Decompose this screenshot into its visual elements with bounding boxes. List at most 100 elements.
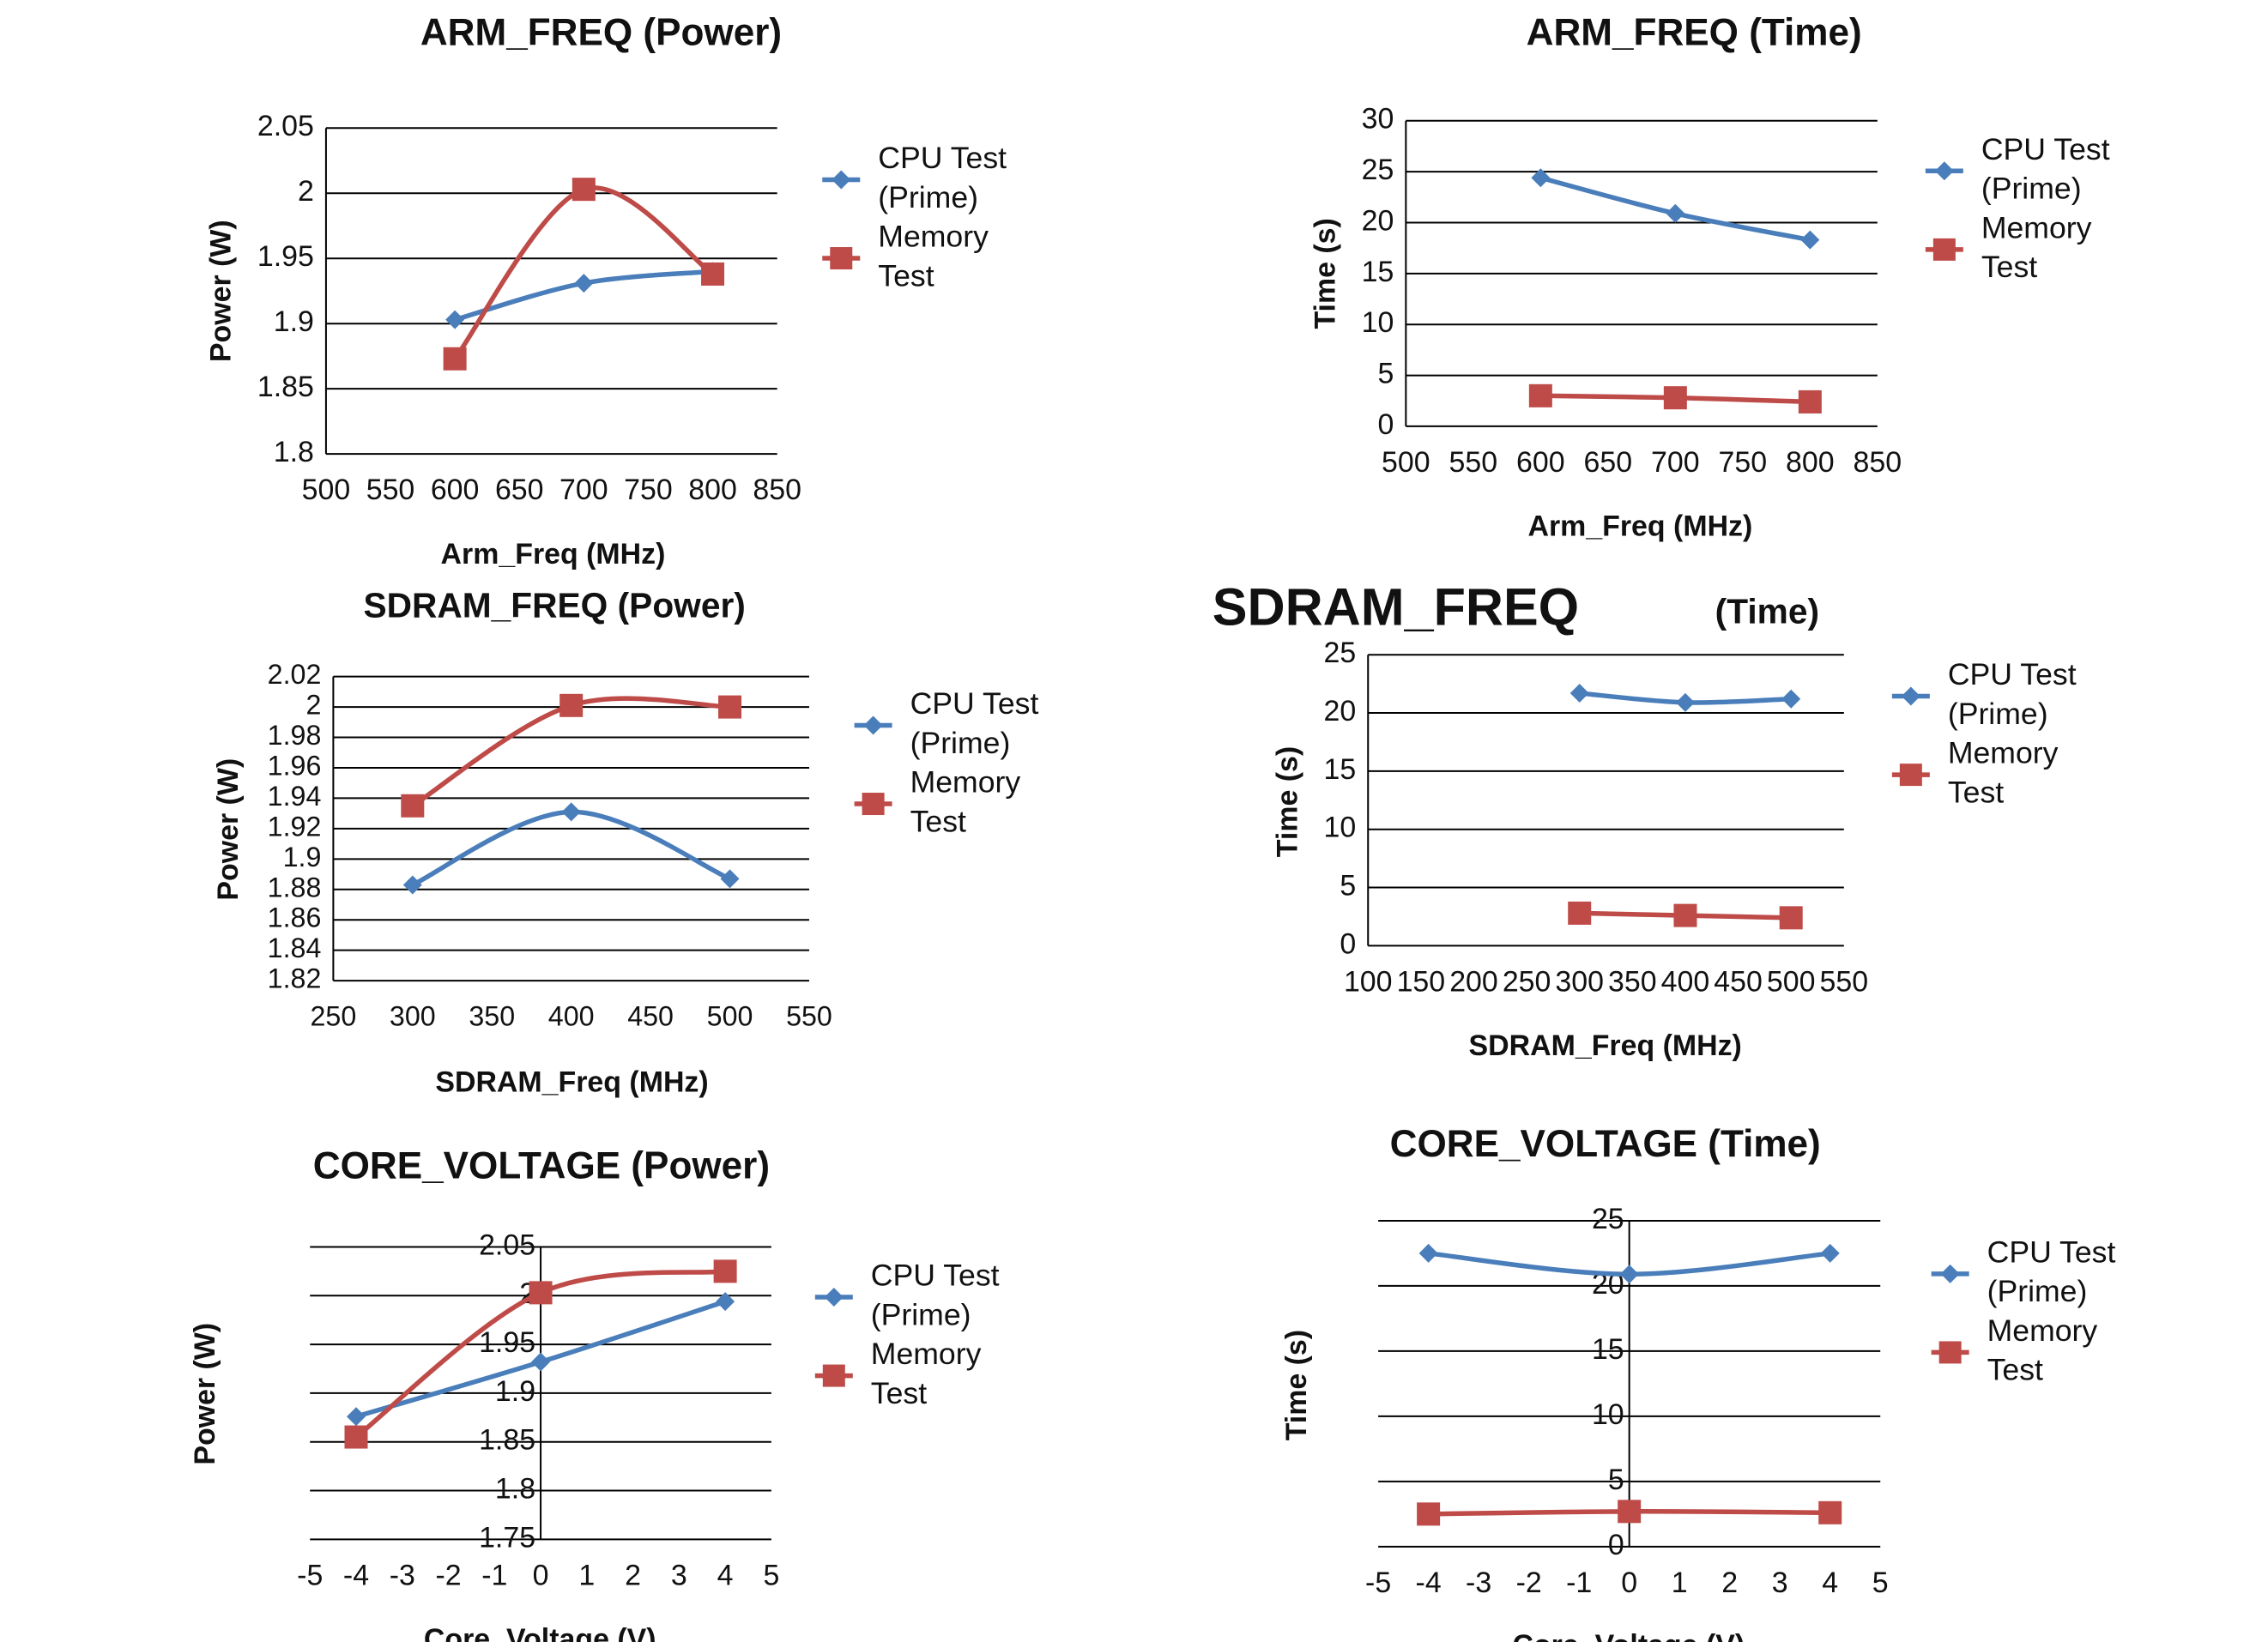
x-tick-label: -5 bbox=[1365, 1567, 1391, 1599]
y-tick-label: 2 bbox=[305, 690, 321, 721]
x-tick-label: 5 bbox=[763, 1559, 779, 1591]
x-tick-label: 400 bbox=[1661, 965, 1710, 998]
x-tick-label: 150 bbox=[1397, 965, 1446, 998]
chart-core_power: CORE_VOLTAGE (Power) 1.75 1.8 1.85 1.9 1.95 2 2… bbox=[189, 1145, 1000, 1642]
x-tick-label: 700 bbox=[1651, 446, 1700, 479]
y-tick-label: 1.8 bbox=[495, 1473, 535, 1506]
legend-cpu-marker bbox=[1901, 686, 1920, 706]
legend-label: Test bbox=[878, 258, 934, 293]
cpu-data-point bbox=[1531, 168, 1551, 188]
y-tick-label: 1.9 bbox=[495, 1375, 535, 1408]
y-tick-label: 1.98 bbox=[268, 720, 322, 751]
legend: CPU Test (Prime) Memory Test bbox=[1891, 657, 2077, 809]
cpu-data-point bbox=[347, 1407, 366, 1427]
x-tick-label: 1 bbox=[578, 1559, 595, 1591]
x-tick-label: 0 bbox=[1621, 1567, 1637, 1599]
legend-label: Memory bbox=[1948, 736, 2059, 770]
x-tick-label: 2 bbox=[625, 1559, 641, 1591]
x-tick-label: 550 bbox=[1449, 446, 1498, 479]
cpu-data-point bbox=[1800, 230, 1820, 250]
legend-label: (Prime) bbox=[1987, 1274, 2088, 1308]
memory-data-point bbox=[344, 1425, 368, 1449]
x-tick-label: -2 bbox=[435, 1559, 461, 1591]
y-tick-label: 5 bbox=[1340, 870, 1356, 902]
y-tick-label: 5 bbox=[1608, 1464, 1624, 1496]
x-tick-label: 550 bbox=[366, 474, 415, 506]
y-axis-title: Power (W) bbox=[212, 758, 245, 901]
y-tick-label: 1.9 bbox=[274, 305, 314, 338]
y-tick-label: 5 bbox=[1377, 358, 1394, 390]
x-tick-label: 850 bbox=[1854, 446, 1902, 479]
y-tick-label: 2.05 bbox=[479, 1228, 535, 1261]
y-tick-label: 1.92 bbox=[268, 811, 322, 842]
memory-data-point bbox=[713, 1259, 737, 1283]
x-tick-label: -4 bbox=[343, 1559, 369, 1591]
cpu-data-point bbox=[1820, 1243, 1840, 1263]
x-tick-label: 3 bbox=[1772, 1567, 1788, 1599]
y-tick-label: 0 bbox=[1608, 1529, 1624, 1561]
x-tick-label: -1 bbox=[1566, 1567, 1592, 1599]
cpu-series-line bbox=[411, 809, 731, 887]
y-tick-label: 25 bbox=[1324, 637, 1357, 669]
x-tick-label: -3 bbox=[390, 1559, 415, 1591]
memory-data-point bbox=[1528, 383, 1552, 407]
legend: CPU Test (Prime) Memory Test bbox=[814, 1258, 1000, 1410]
x-tick-label: 800 bbox=[688, 474, 737, 506]
chart-title: CORE_VOLTAGE (Power) bbox=[313, 1145, 770, 1187]
x-tick-label: 500 bbox=[302, 474, 351, 506]
cpu-data-point bbox=[531, 1352, 551, 1372]
cpu-data-point bbox=[720, 869, 740, 889]
x-axis-title: SDRAM_Freq (MHz) bbox=[1469, 1029, 1742, 1062]
y-tick-label: 2 bbox=[298, 175, 314, 208]
x-tick-label: 650 bbox=[495, 474, 544, 506]
cpu-data-point bbox=[1781, 689, 1801, 709]
legend-memory-marker bbox=[830, 247, 853, 270]
legend: CPU Test (Prime) Memory Test bbox=[1925, 132, 2110, 284]
chart-title: SDRAM_FREQ bbox=[1213, 577, 1579, 636]
legend-label: CPU Test bbox=[1987, 1235, 2116, 1269]
x-tick-label: 100 bbox=[1344, 965, 1393, 998]
memory-data-point bbox=[1417, 1502, 1441, 1526]
y-tick-label: 1.86 bbox=[268, 902, 322, 933]
y-axis-title: Power (W) bbox=[204, 220, 237, 362]
legend-label: Test bbox=[1948, 775, 2004, 809]
chart-title: ARM_FREQ (Time) bbox=[1527, 11, 1862, 53]
y-tick-label: 1.94 bbox=[268, 781, 322, 812]
x-tick-label: 4 bbox=[1822, 1567, 1838, 1599]
chart-sdram_time: SDRAM_FREQ (Time) 0 5 10 15 20 25 100 150 200 250 30… bbox=[1213, 577, 2077, 1062]
y-axis-title: Time (s) bbox=[1272, 746, 1304, 857]
y-tick-label: 15 bbox=[1592, 1333, 1624, 1366]
x-tick-label: 500 bbox=[707, 1001, 753, 1032]
legend-label: Test bbox=[910, 804, 966, 838]
x-tick-label: 750 bbox=[624, 474, 673, 506]
chart-title: CORE_VOLTAGE (Time) bbox=[1390, 1123, 1821, 1165]
legend-label: Memory bbox=[1987, 1313, 2098, 1348]
x-tick-label: 300 bbox=[1555, 965, 1604, 998]
x-tick-label: -4 bbox=[1416, 1567, 1442, 1599]
legend-memory-marker bbox=[822, 1364, 845, 1387]
legend-memory-marker bbox=[1932, 238, 1956, 261]
x-tick-label: 400 bbox=[548, 1001, 595, 1032]
legend-label: Test bbox=[871, 1376, 927, 1410]
y-tick-label: 1.9 bbox=[283, 842, 322, 872]
legend-label: Memory bbox=[1981, 210, 2092, 244]
cpu-data-point bbox=[1619, 1265, 1639, 1284]
cpu-data-point bbox=[561, 802, 581, 822]
y-tick-label: 15 bbox=[1362, 256, 1394, 288]
x-tick-label: 550 bbox=[1820, 965, 1869, 998]
x-axis-title: Arm_Freq (MHz) bbox=[1527, 510, 1752, 543]
legend-cpu-marker bbox=[863, 715, 883, 735]
y-tick-label: 1.95 bbox=[257, 240, 314, 273]
y-tick-label: 0 bbox=[1377, 408, 1394, 441]
x-tick-label: 5 bbox=[1872, 1567, 1889, 1599]
chart-title: SDRAM_FREQ (Power) bbox=[364, 586, 746, 625]
legend-cpu-marker bbox=[832, 170, 851, 190]
x-tick-label: 650 bbox=[1584, 446, 1633, 479]
x-axis-title: Arm_Freq (MHz) bbox=[441, 538, 666, 570]
legend-memory-marker bbox=[1899, 764, 1922, 787]
x-tick-label: 750 bbox=[1719, 446, 1768, 479]
legend-label: (Prime) bbox=[871, 1297, 971, 1331]
y-tick-label: 1.85 bbox=[257, 371, 314, 403]
legend-label: (Prime) bbox=[1981, 172, 2082, 206]
